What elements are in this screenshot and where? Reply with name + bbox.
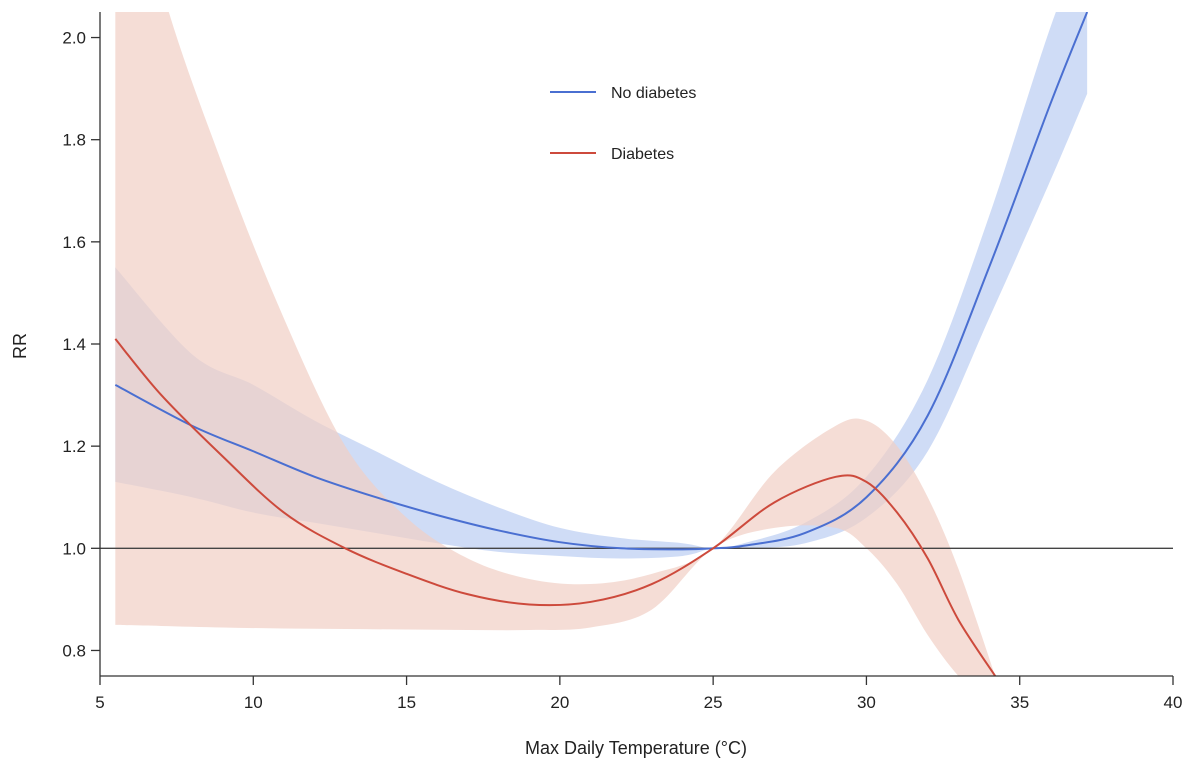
axes: 5 10 15 20 25 30 35 40 0.8 1.0 1.2 1.4 1.6 1.8 2.0 xyxy=(62,12,1182,712)
y-tick-label: 0.8 xyxy=(62,641,86,660)
x-tick-label: 15 xyxy=(397,693,416,712)
legend-label: No diabetes xyxy=(611,85,696,102)
confidence-bands xyxy=(115,12,1088,676)
x-tick-label: 20 xyxy=(550,693,569,712)
legend: No diabetes Diabetes xyxy=(550,85,696,163)
y-tick-label: 1.0 xyxy=(62,539,86,558)
x-tick-label: 5 xyxy=(95,693,104,712)
x-axis-title: Max Daily Temperature (°C) xyxy=(525,738,747,758)
x-tick-label: 10 xyxy=(244,693,263,712)
y-tick-label: 1.2 xyxy=(62,437,86,456)
series-lines xyxy=(114,12,1089,676)
y-tick-label: 1.4 xyxy=(62,335,86,354)
x-tick-label: 25 xyxy=(704,693,723,712)
line-no-diabetes xyxy=(114,12,1089,551)
legend-label: Diabetes xyxy=(611,146,674,163)
y-tick-label: 1.8 xyxy=(62,131,86,150)
x-tick-label: 40 xyxy=(1164,693,1182,712)
y-tick-label: 1.6 xyxy=(62,233,86,252)
x-tick-label: 30 xyxy=(857,693,876,712)
band-diabetes xyxy=(115,12,996,676)
y-axis-title: RR xyxy=(10,333,30,359)
x-tick-label: 35 xyxy=(1010,693,1029,712)
y-tick-label: 2.0 xyxy=(62,29,86,48)
line-diabetes xyxy=(114,338,997,676)
